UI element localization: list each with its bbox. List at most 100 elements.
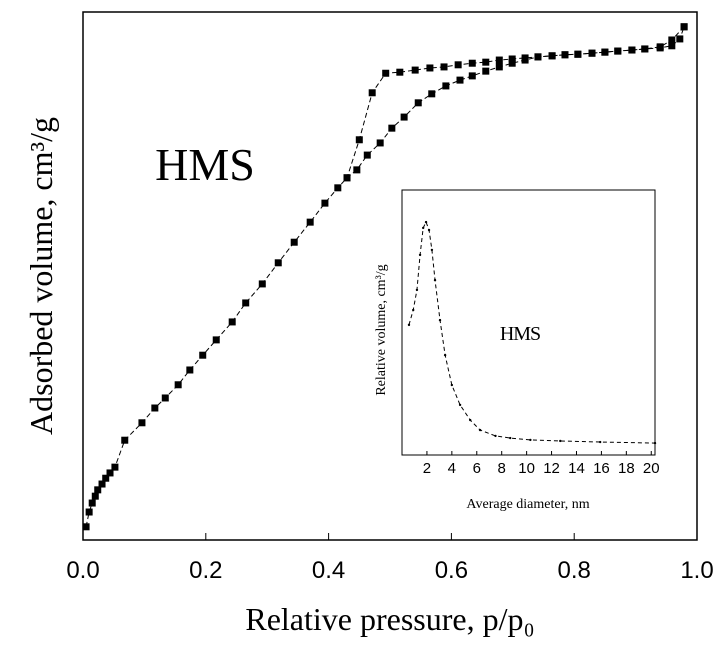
marker — [559, 439, 562, 443]
plot-frame — [401, 189, 656, 456]
x-tick-label: 18 — [618, 460, 635, 477]
marker — [668, 42, 676, 50]
marker — [376, 139, 384, 147]
marker — [495, 56, 503, 64]
annotation: HMS — [500, 323, 540, 345]
marker — [561, 51, 569, 59]
marker — [363, 151, 371, 159]
marker — [508, 55, 516, 63]
marker — [415, 288, 419, 292]
marker — [138, 419, 146, 427]
marker — [521, 54, 529, 62]
marker — [212, 336, 220, 344]
marker — [442, 82, 450, 90]
marker — [468, 418, 472, 422]
marker — [440, 63, 448, 71]
marker — [433, 278, 437, 282]
marker — [427, 228, 431, 232]
x-tick-label: 0.2 — [189, 557, 222, 584]
marker — [414, 99, 422, 107]
y-axis-label: Relative volume, cm³/g — [374, 264, 389, 395]
marker — [641, 45, 649, 53]
marker — [478, 428, 482, 432]
marker — [494, 434, 497, 438]
marker — [656, 43, 664, 51]
marker — [458, 403, 462, 407]
marker — [454, 61, 462, 69]
x-axis-label: Relative pressure, p/p₀ — [245, 601, 534, 637]
x-tick-label: 10 — [518, 460, 535, 477]
marker — [456, 76, 464, 84]
x-tick-label: 16 — [593, 460, 610, 477]
marker — [418, 253, 422, 257]
marker — [424, 220, 428, 224]
marker — [161, 394, 169, 402]
marker — [412, 308, 415, 312]
y-axis-label: Adsorbed volume, cm³/g — [23, 117, 59, 435]
marker — [174, 381, 182, 389]
marker — [598, 440, 602, 444]
marker — [82, 523, 90, 531]
marker — [574, 50, 582, 58]
annotation: HMS — [155, 139, 255, 190]
marker — [94, 486, 102, 494]
marker — [85, 508, 93, 516]
x-axis-label: Average diameter, nm — [466, 497, 589, 512]
x-tick-label: 0.6 — [435, 557, 468, 584]
x-tick-label: 0.0 — [66, 557, 99, 584]
marker — [680, 23, 688, 31]
marker — [614, 47, 622, 55]
marker — [343, 174, 351, 182]
marker — [676, 35, 684, 43]
marker — [468, 72, 476, 80]
marker — [588, 49, 596, 57]
x-tick-label: 0.8 — [558, 557, 591, 584]
marker — [186, 366, 194, 374]
marker — [151, 404, 159, 412]
marker — [274, 259, 282, 267]
x-tick-label: 6 — [473, 460, 481, 477]
inset-background — [402, 190, 655, 455]
marker — [407, 323, 411, 327]
marker — [653, 441, 657, 445]
x-tick-label: 0.4 — [312, 557, 345, 584]
marker — [355, 136, 363, 144]
x-tick-label: 20 — [643, 460, 660, 477]
marker — [482, 67, 490, 75]
marker — [400, 113, 408, 121]
marker — [102, 474, 110, 482]
x-tick-label: 1.0 — [680, 557, 713, 584]
marker — [258, 280, 266, 288]
marker — [482, 58, 490, 66]
marker — [121, 436, 129, 444]
marker — [228, 318, 236, 326]
marker — [495, 63, 503, 71]
marker — [321, 199, 329, 207]
marker — [529, 438, 532, 442]
marker — [628, 46, 636, 54]
marker — [111, 463, 119, 471]
marker — [382, 69, 390, 77]
x-tick-label: 14 — [568, 460, 585, 477]
marker — [548, 52, 556, 60]
marker — [242, 299, 250, 307]
marker — [411, 66, 419, 74]
marker — [199, 351, 207, 359]
marker — [353, 166, 361, 174]
marker — [668, 36, 676, 44]
marker — [428, 90, 436, 98]
marker — [421, 226, 425, 230]
x-tick-label: 12 — [543, 460, 560, 477]
marker — [368, 89, 376, 97]
marker — [430, 248, 434, 252]
marker — [601, 48, 609, 56]
plot-frame — [82, 11, 698, 541]
marker — [388, 124, 396, 132]
marker — [534, 53, 542, 61]
marker — [468, 59, 476, 67]
marker — [443, 353, 447, 357]
x-tick-label: 8 — [498, 460, 506, 477]
marker — [508, 59, 516, 67]
marker — [396, 68, 404, 76]
